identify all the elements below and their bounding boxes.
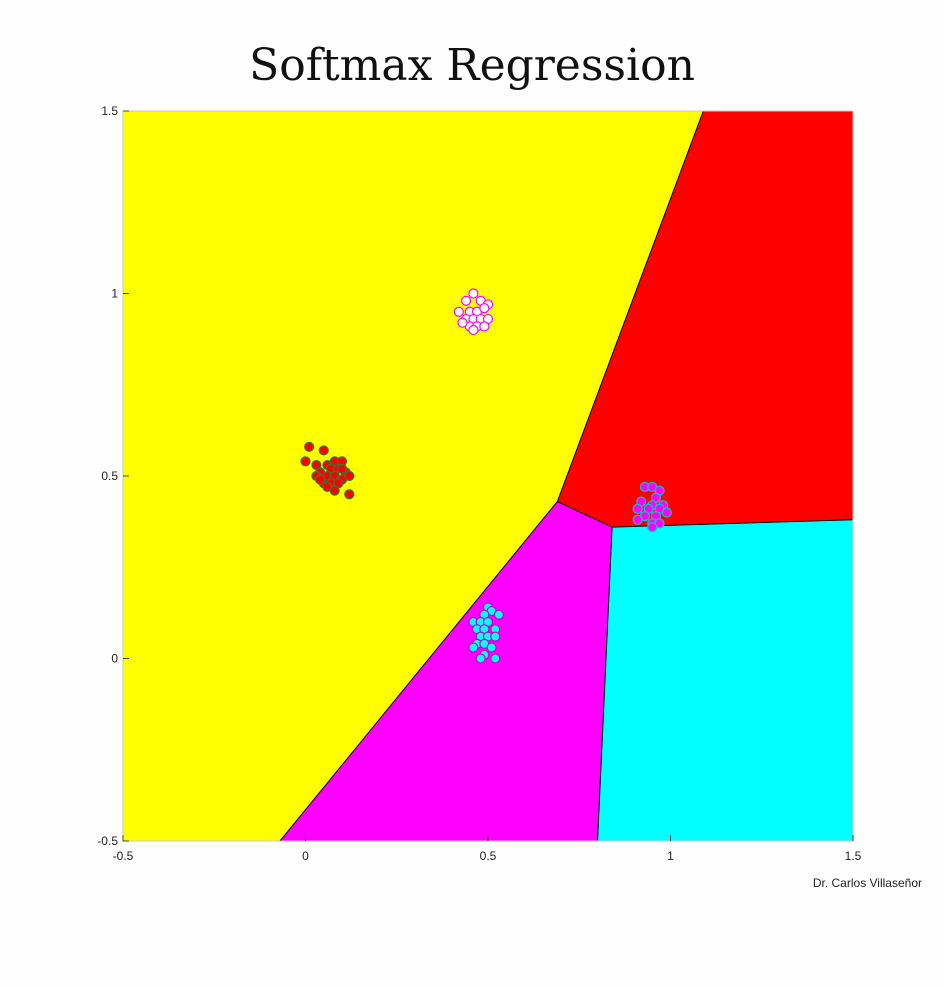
region-2 [279, 501, 613, 841]
point-s2-7 [632, 503, 643, 514]
x-tick-label-1: 0 [302, 849, 309, 863]
point-s1-16 [457, 317, 468, 328]
axis-ticks: -0.5 0 0.5 1 1.5 -0.5 0 0.5 1 1.5 [97, 104, 861, 863]
point-s1-4 [453, 306, 464, 317]
point-s0-0 [304, 441, 315, 452]
region-0 [123, 111, 704, 841]
point-s3-15 [486, 642, 497, 653]
point-s2-10 [661, 507, 672, 518]
chart-title: Softmax Regression [249, 40, 695, 91]
region-1 [557, 111, 853, 528]
y-tick-label-3: 1 [111, 287, 118, 301]
x-tick-label-2: 0.5 [480, 849, 497, 863]
y-tick-label-2: 0.5 [101, 469, 118, 483]
boundary-line-2 [557, 501, 613, 528]
y-tick-label-0: -0.5 [97, 834, 118, 848]
point-s0-20 [329, 485, 340, 496]
point-s1-7 [479, 303, 490, 314]
point-s3-18 [490, 653, 501, 664]
x-tick-label-4: 1.5 [845, 849, 862, 863]
y-tick-label-1: 0 [111, 652, 118, 666]
point-s3-16 [468, 642, 479, 653]
point-s2-16 [647, 521, 658, 533]
boundary-line-0 [279, 501, 558, 842]
author-credit: Dr. Carlos Villaseñor [812, 876, 922, 890]
data-points [300, 288, 672, 664]
point-s1-1 [461, 295, 472, 306]
x-tick-label-3: 1 [667, 849, 674, 863]
point-s3-19 [475, 653, 486, 664]
point-s0-18 [344, 470, 355, 482]
boundary-line-4 [597, 527, 613, 842]
point-s0-22 [315, 474, 326, 485]
decision-regions [123, 111, 853, 841]
point-s0-2 [300, 456, 311, 467]
region-3 [597, 519, 853, 841]
x-tick-label-0: -0.5 [113, 849, 134, 863]
point-s0-23 [336, 463, 348, 474]
point-s1-14 [479, 321, 490, 332]
point-s3-3 [493, 609, 505, 620]
y-tick-label-4: 1.5 [101, 104, 118, 118]
point-s2-13 [632, 514, 643, 525]
point-s0-21 [344, 489, 355, 500]
point-s3-12 [490, 631, 501, 642]
point-s1-15 [468, 324, 479, 336]
point-s1-0 [468, 288, 479, 299]
point-s0-1 [318, 445, 329, 456]
boundary-line-1 [556, 110, 704, 502]
